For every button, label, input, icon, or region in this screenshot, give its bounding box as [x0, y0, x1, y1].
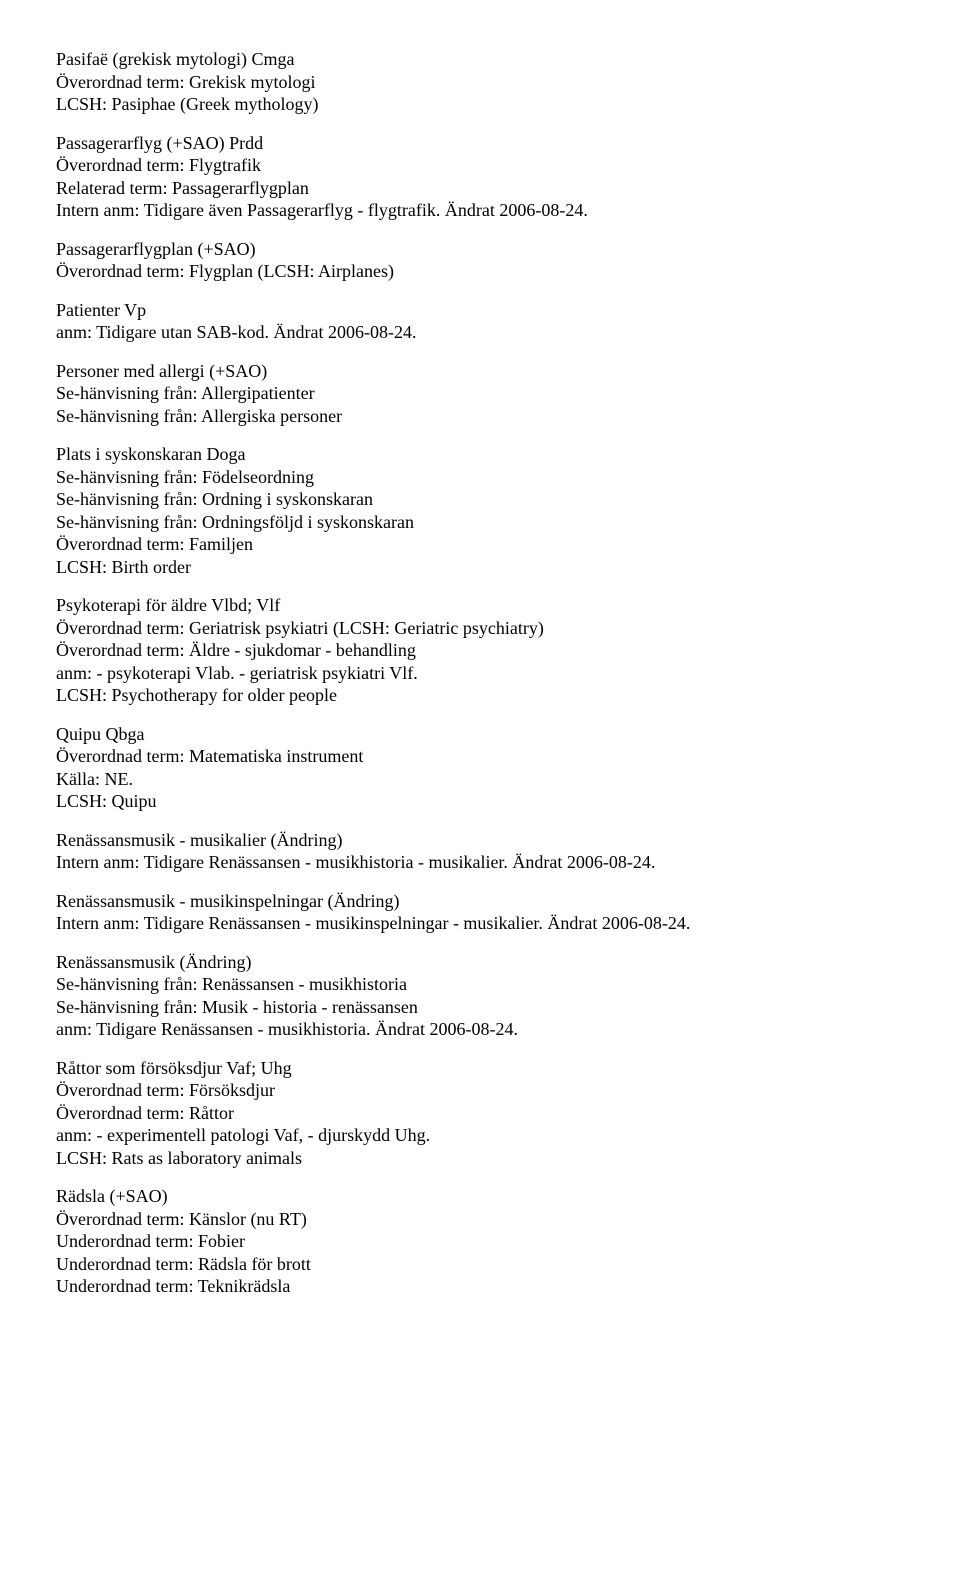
entry-line: Patienter Vp	[56, 299, 904, 322]
entry: Renässansmusik - musikinspelningar (Ändr…	[56, 890, 904, 935]
entry-line: LCSH: Birth order	[56, 556, 904, 579]
entry: Renässansmusik - musikalier (Ändring)Int…	[56, 829, 904, 874]
entry-line: Intern anm: Tidigare Renässansen - musik…	[56, 851, 904, 874]
entry-line: Överordnad term: Äldre - sjukdomar - beh…	[56, 639, 904, 662]
entry-line: Källa: NE.	[56, 768, 904, 791]
entry: Rädsla (+SAO)Överordnad term: Känslor (n…	[56, 1185, 904, 1298]
entry: Psykoterapi för äldre Vlbd; VlfÖverordna…	[56, 594, 904, 707]
entry-line: Överordnad term: Råttor	[56, 1102, 904, 1125]
entry-line: anm: - experimentell patologi Vaf, - dju…	[56, 1124, 904, 1147]
entry: Plats i syskonskaran DogaSe-hänvisning f…	[56, 443, 904, 578]
entry: Personer med allergi (+SAO)Se-hänvisning…	[56, 360, 904, 428]
entry-line: anm: Tidigare Renässansen - musikhistori…	[56, 1018, 904, 1041]
entry-line: Renässansmusik (Ändring)	[56, 951, 904, 974]
entry-line: Överordnad term: Försöksdjur	[56, 1079, 904, 1102]
entry-line: anm: Tidigare utan SAB-kod. Ändrat 2006-…	[56, 321, 904, 344]
entry-line: Relaterad term: Passagerarflygplan	[56, 177, 904, 200]
entry-line: Intern anm: Tidigare även Passagerarflyg…	[56, 199, 904, 222]
entry-line: Se-hänvisning från: Allergiska personer	[56, 405, 904, 428]
entry-line: LCSH: Rats as laboratory animals	[56, 1147, 904, 1170]
entry: Passagerarflygplan (+SAO)Överordnad term…	[56, 238, 904, 283]
entry-line: LCSH: Quipu	[56, 790, 904, 813]
entry-line: Överordnad term: Familjen	[56, 533, 904, 556]
entry-line: Renässansmusik - musikinspelningar (Ändr…	[56, 890, 904, 913]
entry-line: Personer med allergi (+SAO)	[56, 360, 904, 383]
entry-line: Se-hänvisning från: Musik - historia - r…	[56, 996, 904, 1019]
entry-line: Överordnad term: Känslor (nu RT)	[56, 1208, 904, 1231]
entry-line: Passagerarflygplan (+SAO)	[56, 238, 904, 261]
entry-line: Underordnad term: Fobier	[56, 1230, 904, 1253]
entry-line: LCSH: Pasiphae (Greek mythology)	[56, 93, 904, 116]
entry-line: Överordnad term: Geriatrisk psykiatri (L…	[56, 617, 904, 640]
entry-line: Överordnad term: Matematiska instrument	[56, 745, 904, 768]
entry: Patienter Vpanm: Tidigare utan SAB-kod. …	[56, 299, 904, 344]
entry-line: LCSH: Psychotherapy for older people	[56, 684, 904, 707]
entry-line: Renässansmusik - musikalier (Ändring)	[56, 829, 904, 852]
entry-line: Intern anm: Tidigare Renässansen - musik…	[56, 912, 904, 935]
entry-line: Se-hänvisning från: Födelseordning	[56, 466, 904, 489]
entry-line: Se-hänvisning från: Renässansen - musikh…	[56, 973, 904, 996]
entry: Pasifaë (grekisk mytologi) CmgaÖverordna…	[56, 48, 904, 116]
entry-line: Underordnad term: Rädsla för brott	[56, 1253, 904, 1276]
entry: Quipu QbgaÖverordnad term: Matematiska i…	[56, 723, 904, 813]
entry-line: Överordnad term: Flygtrafik	[56, 154, 904, 177]
entry-line: Se-hänvisning från: Allergipatienter	[56, 382, 904, 405]
entry: Råttor som försöksdjur Vaf; UhgÖverordna…	[56, 1057, 904, 1170]
entry-line: Quipu Qbga	[56, 723, 904, 746]
entry-line: Pasifaë (grekisk mytologi) Cmga	[56, 48, 904, 71]
entry-line: Psykoterapi för äldre Vlbd; Vlf	[56, 594, 904, 617]
entry-line: Se-hänvisning från: Ordning i syskonskar…	[56, 488, 904, 511]
entry-line: anm: - psykoterapi Vlab. - geriatrisk ps…	[56, 662, 904, 685]
entry-line: Överordnad term: Flygplan (LCSH: Airplan…	[56, 260, 904, 283]
entry-line: Passagerarflyg (+SAO) Prdd	[56, 132, 904, 155]
entry-line: Plats i syskonskaran Doga	[56, 443, 904, 466]
entry-line: Överordnad term: Grekisk mytologi	[56, 71, 904, 94]
entry-line: Råttor som försöksdjur Vaf; Uhg	[56, 1057, 904, 1080]
document-body: Pasifaë (grekisk mytologi) CmgaÖverordna…	[56, 48, 904, 1298]
entry-line: Underordnad term: Teknikrädsla	[56, 1275, 904, 1298]
entry: Passagerarflyg (+SAO) PrddÖverordnad ter…	[56, 132, 904, 222]
entry-line: Rädsla (+SAO)	[56, 1185, 904, 1208]
entry-line: Se-hänvisning från: Ordningsföljd i sysk…	[56, 511, 904, 534]
entry: Renässansmusik (Ändring)Se-hänvisning fr…	[56, 951, 904, 1041]
